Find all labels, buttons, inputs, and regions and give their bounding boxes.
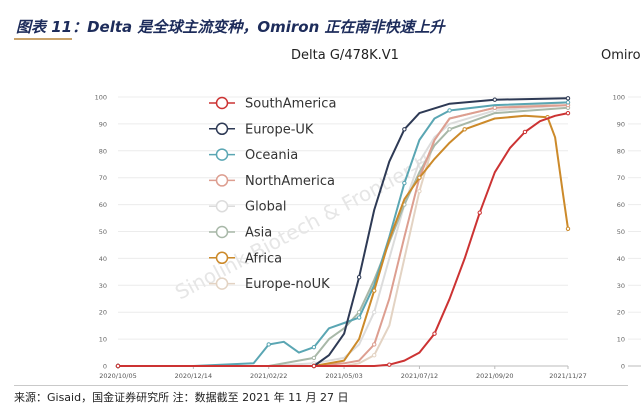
y-tick-label: 90 bbox=[99, 120, 107, 128]
series-point-europe-nouk bbox=[372, 353, 377, 358]
legend-swatch-marker bbox=[215, 122, 229, 136]
y-tick-label: 80 bbox=[99, 147, 107, 155]
series-line-oceania bbox=[117, 101, 569, 367]
source-note: 来源：Gisaid，国金证券研究所 注：数据截至 2021 年 11 月 27 … bbox=[14, 391, 349, 404]
series-point-southamerica bbox=[522, 129, 528, 135]
y-tick-label: 70 bbox=[99, 174, 107, 182]
series-point-northamerica bbox=[492, 105, 497, 110]
series-point-africa bbox=[417, 175, 422, 180]
y-tick-label: 10 bbox=[99, 336, 107, 344]
legend-label: Global bbox=[245, 200, 286, 215]
chart2-y-tick-label: 10 bbox=[617, 336, 625, 344]
series-line-europe-uk bbox=[117, 97, 569, 367]
legend-swatch-marker bbox=[215, 96, 229, 110]
x-tick-label: 2021/07/12 bbox=[401, 372, 438, 380]
series-point-oceania bbox=[402, 180, 407, 186]
series-point-europe-uk bbox=[492, 97, 497, 102]
series-point-asia bbox=[311, 355, 317, 361]
series-line-europe-nouk bbox=[117, 101, 569, 367]
series-point-oceania bbox=[447, 108, 452, 113]
series-point-southamerica bbox=[311, 363, 317, 369]
legend-label: Oceania bbox=[245, 148, 298, 163]
x-tick-label: 2020/10/05 bbox=[99, 372, 136, 380]
series-point-northamerica bbox=[372, 342, 377, 347]
x-tick-label: 2021/05/03 bbox=[325, 372, 362, 380]
y-tick-label: 100 bbox=[95, 94, 107, 102]
chart2-y-tick-label: 70 bbox=[617, 174, 625, 182]
figure-title: 图表 11：Delta 是全球主流变种，Omiron 正在南非快速上升 bbox=[16, 18, 445, 36]
y-tick-label: 40 bbox=[99, 255, 107, 263]
chart2-y-tick-label: 40 bbox=[617, 255, 625, 263]
series-point-europe-uk bbox=[565, 96, 571, 101]
series-point-global bbox=[372, 310, 377, 315]
legend-swatch-marker bbox=[215, 199, 229, 213]
y-tick-label: 60 bbox=[99, 201, 107, 209]
legend-label: NorthAmerica bbox=[245, 174, 335, 189]
x-tick-label: 2021/11/27 bbox=[549, 372, 586, 380]
chart2-y-tick-label: 90 bbox=[617, 120, 625, 128]
series-line-northamerica bbox=[117, 104, 569, 367]
series-point-europe-uk bbox=[402, 127, 407, 132]
series-point-southamerica bbox=[387, 362, 392, 367]
legend-label: Europe-UK bbox=[245, 122, 314, 137]
series-point-oceania bbox=[311, 344, 317, 350]
series-point-oceania bbox=[356, 315, 362, 320]
legend-swatch-marker bbox=[215, 225, 229, 239]
legend-swatch-marker bbox=[215, 174, 229, 187]
chart-title: Delta G/478K.V1 bbox=[291, 48, 399, 63]
chart2-y-tick-label: 100 bbox=[613, 94, 625, 102]
series-point-southamerica bbox=[565, 110, 571, 116]
series-point-global bbox=[417, 159, 422, 164]
series-point-oceania bbox=[266, 342, 271, 347]
chart2-title: Omiron bbox=[601, 48, 641, 63]
series-point-europe-nouk bbox=[417, 188, 422, 194]
y-tick-label: 20 bbox=[99, 309, 107, 317]
series-line-asia bbox=[117, 106, 569, 367]
chart2-y-tick-label: 30 bbox=[617, 282, 625, 290]
series-point-africa bbox=[462, 127, 467, 132]
x-tick-label: 2020/12/14 bbox=[175, 372, 212, 380]
chart2-y-tick-label: 0 bbox=[621, 363, 625, 371]
series-point-southamerica bbox=[477, 210, 482, 215]
chart2-y-tick-label: 60 bbox=[617, 201, 625, 209]
y-tick-label: 50 bbox=[99, 228, 107, 236]
series-point-europe-uk bbox=[356, 275, 362, 280]
legend-label: Europe-noUK bbox=[245, 277, 330, 292]
series-point-africa bbox=[565, 226, 571, 232]
series-point-africa bbox=[372, 288, 377, 293]
legend-label: Asia bbox=[245, 226, 272, 241]
footer-divider bbox=[14, 385, 628, 386]
legend-swatch-marker bbox=[215, 277, 229, 290]
series-line-global bbox=[117, 104, 569, 367]
legend-label: SouthAmerica bbox=[245, 97, 336, 112]
legend-swatch-marker bbox=[215, 148, 229, 161]
series-point-southamerica bbox=[115, 363, 121, 369]
chart2-y-tick-label: 80 bbox=[617, 147, 625, 155]
y-tick-label: 0 bbox=[103, 363, 107, 371]
chart2-y-tick-label: 50 bbox=[617, 228, 625, 236]
legend-label: Africa bbox=[245, 251, 282, 266]
chart2-y-tick-label: 20 bbox=[617, 309, 625, 317]
series-point-southamerica bbox=[432, 331, 437, 336]
y-tick-label: 30 bbox=[99, 282, 107, 290]
x-tick-label: 2021/09/20 bbox=[476, 372, 513, 380]
series-point-asia bbox=[447, 127, 452, 132]
series-point-oceania bbox=[565, 100, 571, 105]
legend-swatch-marker bbox=[215, 251, 229, 265]
x-tick-label: 2021/02/22 bbox=[250, 372, 287, 380]
title-underline bbox=[14, 38, 72, 40]
